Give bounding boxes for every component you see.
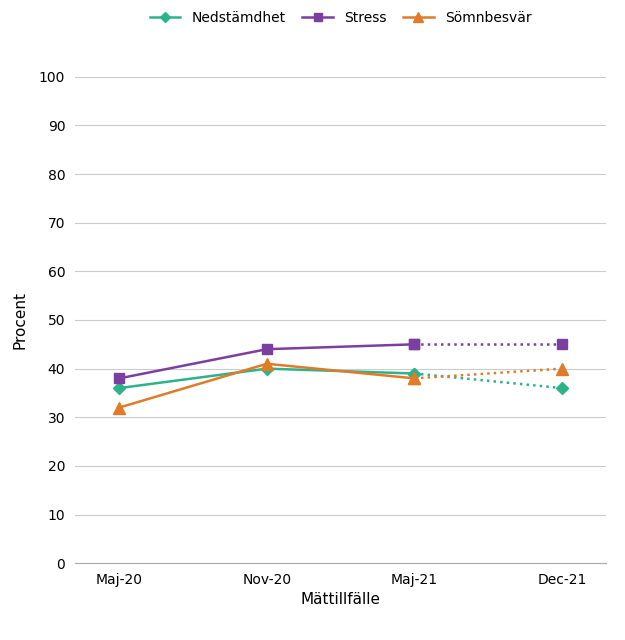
Y-axis label: Procent: Procent bbox=[12, 291, 28, 349]
Legend: Nedstämdhet, Stress, Sömnbesvär: Nedstämdhet, Stress, Sömnbesvär bbox=[144, 6, 537, 31]
X-axis label: Mättillfälle: Mättillfälle bbox=[301, 593, 381, 607]
